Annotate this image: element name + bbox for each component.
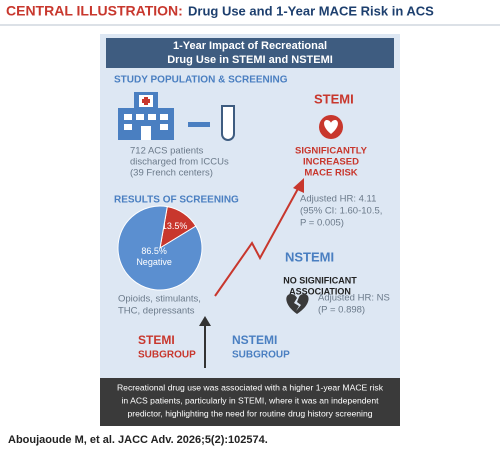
- summary-text: predictor, highlighting the need for rou…: [127, 408, 372, 418]
- nstemi-finding: ASSOCIATION: [289, 286, 351, 296]
- arrow-head: [199, 316, 211, 326]
- population-text: (39 French centers): [130, 168, 213, 179]
- summary-text: in ACS patients, particularly in STEMI, …: [122, 395, 380, 405]
- subgroup-label: SUBGROUP: [232, 350, 290, 361]
- population-text: 712 ACS patients: [130, 146, 204, 157]
- pie-slice: [117, 205, 203, 291]
- test-tube-icon: [221, 105, 235, 141]
- population-text: discharged from ICCUs: [130, 157, 229, 168]
- subgroup-label: SUBGROUP: [138, 350, 196, 361]
- citation: Aboujaoude M, et al. JACC Adv. 2026;5(2)…: [8, 434, 268, 446]
- hospital-icon: [118, 92, 174, 140]
- header-title: Drug Use and 1-Year MACE Risk in ACS: [188, 3, 434, 18]
- dash-icon: [188, 122, 210, 127]
- stemi-finding: MACE RISK: [304, 168, 357, 179]
- panel-title-box: [106, 38, 394, 68]
- drugs-text: Opioids, stimulants,: [118, 294, 201, 305]
- stemi-result: Adjusted HR: 4.11: [300, 194, 376, 205]
- panel-title: Drug Use in STEMI and NSTEMI: [167, 54, 333, 66]
- panel-title: 1-Year Impact of Recreational: [173, 40, 327, 52]
- broken-heart-icon: [286, 294, 309, 314]
- slice-category: Negative: [136, 257, 172, 267]
- header-label: CENTRAL ILLUSTRATION:: [6, 3, 183, 19]
- heart-icon: [324, 120, 338, 134]
- section-heading: STUDY POPULATION & SCREENING: [114, 75, 288, 86]
- nstemi-result: Adjusted HR: NS: [318, 293, 390, 304]
- subgroup-name: NSTEMI: [232, 333, 277, 347]
- stemi-finding: SIGNIFICANTLY: [295, 146, 368, 157]
- stemi-title: STEMI: [314, 91, 354, 106]
- slice-label: 13.5%: [162, 221, 188, 231]
- stemi-result: P = 0.005): [300, 218, 344, 229]
- rising-arrow: [214, 184, 301, 297]
- arrow-head: [293, 178, 304, 193]
- pie: 13.5% 86.5%Negative: [117, 205, 203, 291]
- nstemi-finding: NO SIGNIFICANT: [283, 275, 357, 285]
- stemi-result: (95% CI: 1.60-10.5,: [300, 206, 382, 217]
- summary-box: [100, 378, 400, 426]
- panel: [100, 34, 400, 378]
- nstemi-result: (P = 0.898): [318, 305, 365, 316]
- section-heading: RESULTS OF SCREENING: [114, 195, 239, 206]
- nstemi-title: NSTEMI: [285, 249, 334, 264]
- slice-label: 86.5%: [141, 246, 167, 256]
- summary-text: Recreational drug use was associated wit…: [117, 382, 384, 392]
- subgroup-name: STEMI: [138, 333, 175, 347]
- drugs-text: THC, depressants: [118, 306, 195, 317]
- stemi-finding: INCREASED: [303, 157, 359, 168]
